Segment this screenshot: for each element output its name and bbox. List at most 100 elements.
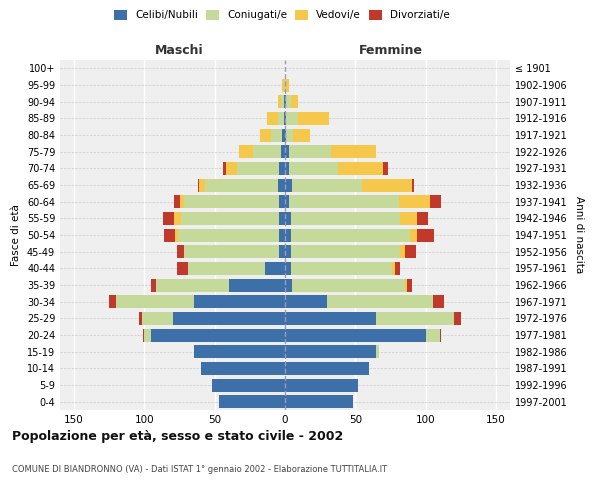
Bar [362, 178, 412, 192]
Bar [116, 295, 194, 308]
Bar [280, 245, 285, 258]
Bar [417, 212, 428, 225]
Bar [404, 245, 416, 258]
Bar [281, 95, 284, 108]
Bar [292, 178, 362, 192]
Bar [286, 112, 298, 125]
Bar [285, 95, 286, 108]
Bar [265, 262, 285, 275]
Bar [239, 145, 253, 158]
Bar [163, 212, 174, 225]
Bar [433, 295, 444, 308]
Bar [179, 195, 184, 208]
Bar [151, 328, 285, 342]
Bar [285, 378, 358, 392]
Bar [267, 112, 278, 125]
Bar [280, 162, 285, 175]
Bar [200, 362, 285, 375]
Text: COMUNE DI BIANDRONNO (VA) - Dati ISTAT 1° gennaio 2002 - Elaborazione TUTTITALIA: COMUNE DI BIANDRONNO (VA) - Dati ISTAT 1… [12, 465, 387, 474]
Bar [285, 395, 353, 408]
Bar [280, 212, 285, 225]
Bar [327, 295, 433, 308]
Bar [425, 328, 440, 342]
Bar [298, 112, 329, 125]
Bar [383, 162, 388, 175]
Bar [223, 162, 226, 175]
Bar [278, 112, 284, 125]
Bar [278, 95, 281, 108]
Bar [290, 262, 392, 275]
Bar [177, 262, 188, 275]
Bar [289, 162, 338, 175]
Bar [177, 245, 184, 258]
Bar [271, 128, 282, 141]
Bar [164, 228, 175, 241]
Bar [260, 128, 271, 141]
Text: Popolazione per età, sesso e stato civile - 2002: Popolazione per età, sesso e stato civil… [12, 430, 343, 443]
Bar [285, 112, 286, 125]
Bar [284, 112, 285, 125]
Bar [285, 128, 286, 141]
Y-axis label: Anni di nascita: Anni di nascita [574, 196, 584, 274]
Bar [417, 228, 434, 241]
Bar [174, 195, 179, 208]
Bar [198, 178, 199, 192]
Bar [229, 278, 285, 291]
Bar [400, 245, 404, 258]
Bar [440, 328, 441, 342]
Bar [407, 278, 412, 291]
Bar [278, 178, 285, 192]
Bar [151, 278, 155, 291]
Bar [139, 312, 142, 325]
Bar [285, 295, 327, 308]
Bar [178, 228, 280, 241]
Bar [143, 328, 145, 342]
Bar [292, 278, 404, 291]
Bar [454, 312, 461, 325]
Bar [400, 212, 417, 225]
Bar [237, 162, 280, 175]
Text: Femmine: Femmine [358, 44, 422, 57]
Bar [289, 195, 399, 208]
Bar [392, 262, 395, 275]
Bar [145, 328, 151, 342]
Bar [109, 295, 116, 308]
Bar [285, 245, 290, 258]
Bar [285, 228, 290, 241]
Bar [199, 178, 205, 192]
Bar [184, 245, 280, 258]
Bar [285, 262, 290, 275]
Bar [212, 378, 285, 392]
Bar [285, 195, 289, 208]
Bar [376, 312, 454, 325]
Bar [175, 228, 178, 241]
Bar [173, 312, 285, 325]
Bar [285, 312, 376, 325]
Bar [286, 95, 290, 108]
Bar [142, 312, 173, 325]
Y-axis label: Fasce di età: Fasce di età [11, 204, 21, 266]
Bar [285, 145, 289, 158]
Bar [181, 212, 280, 225]
Bar [290, 228, 410, 241]
Bar [253, 145, 281, 158]
Bar [286, 128, 293, 141]
Bar [282, 128, 285, 141]
Bar [376, 345, 379, 358]
Bar [285, 178, 292, 192]
Bar [285, 78, 286, 92]
Bar [280, 228, 285, 241]
Legend: Celibi/Nubili, Coniugati/e, Vedovi/e, Divorziati/e: Celibi/Nubili, Coniugati/e, Vedovi/e, Di… [114, 10, 450, 20]
Bar [281, 145, 285, 158]
Bar [338, 162, 383, 175]
Bar [184, 195, 280, 208]
Bar [194, 345, 285, 358]
Bar [290, 212, 400, 225]
Bar [399, 195, 430, 208]
Bar [331, 145, 376, 158]
Bar [284, 78, 285, 92]
Bar [285, 345, 376, 358]
Bar [155, 278, 229, 291]
Bar [285, 162, 289, 175]
Bar [286, 78, 289, 92]
